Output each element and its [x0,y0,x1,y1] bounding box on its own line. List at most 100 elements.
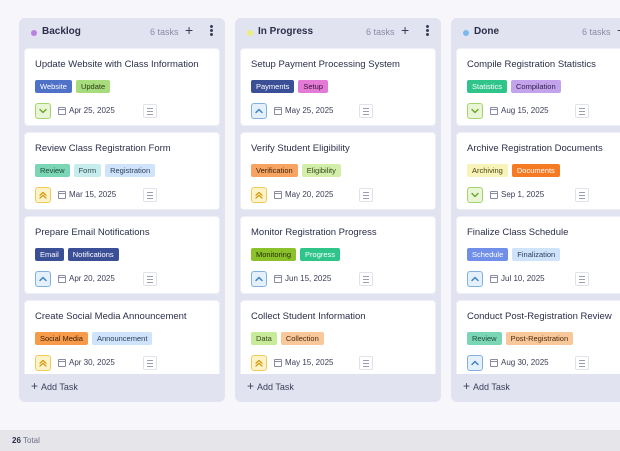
tag-list: Payments Setup [251,80,328,93]
add-icon[interactable]: + [185,22,194,38]
calendar-icon [490,191,498,199]
priority-button[interactable] [35,355,51,371]
priority-button[interactable] [467,103,483,119]
tag-list: Archiving Documents [467,164,560,177]
column-task-count: 6 tasks [150,27,179,37]
priority-button[interactable] [35,187,51,203]
task-card[interactable]: Update Website with Class Information Web… [24,48,220,126]
card-footer: May 20, 2025 [251,187,431,203]
add-task-button[interactable]: + Add Task [451,374,620,402]
add-icon[interactable]: + [617,23,620,37]
tag-label: Website [35,80,72,93]
card-footer: Sep 1, 2025 [467,187,620,203]
priority-button[interactable] [467,355,483,371]
tag-label: Finalization [512,248,561,261]
task-card[interactable]: Review Class Registration Form Review Form… [24,132,220,210]
tag-label: Review [35,164,70,177]
task-title: Create Social Media Announcement [35,311,187,322]
tag-label: Schedule [467,248,509,261]
double-chevron-up-icon [255,359,263,367]
tag-list: Social Media Announcement [35,332,153,345]
task-card[interactable]: Collect Student Information Data Collectio… [240,300,436,374]
description-icon[interactable] [575,356,589,370]
task-card[interactable]: Create Social Media Announcement Social M… [24,300,220,374]
add-icon[interactable]: + [401,22,410,38]
description-icon[interactable] [575,272,589,286]
task-card[interactable]: Prepare Email Notifications Email Notifica… [24,216,220,294]
card-list: Compile Registration Statistics Statistic… [451,48,620,374]
card-footer: Apr 20, 2025 [35,271,215,287]
task-title: Setup Payment Processing System [251,59,400,70]
priority-button[interactable] [35,103,51,119]
due-date: Sep 1, 2025 [501,190,545,199]
description-icon[interactable] [143,188,157,202]
more-vertical-icon[interactable] [207,24,215,38]
add-task-label: Add Task [473,382,510,392]
card-footer: Mar 15, 2025 [35,187,215,203]
column-header: Done 6 tasks + [451,18,620,48]
priority-button[interactable] [467,187,483,203]
plus-icon: + [247,379,255,393]
priority-button[interactable] [467,271,483,287]
due-date: May 25, 2025 [285,106,334,115]
card-footer: Apr 25, 2025 [35,103,215,119]
more-vertical-icon[interactable] [423,24,431,38]
priority-button[interactable] [251,355,267,371]
due-date: Jul 10, 2025 [501,274,545,283]
priority-button[interactable] [251,187,267,203]
calendar-icon [274,191,282,199]
task-card[interactable]: Monitor Registration Progress Monitoring P… [240,216,436,294]
task-title: Update Website with Class Information [35,59,199,70]
task-card[interactable]: Setup Payment Processing System Payments S… [240,48,436,126]
priority-button[interactable] [251,103,267,119]
description-icon[interactable] [359,272,373,286]
tag-label: Documents [511,164,560,177]
tag-label: Form [73,164,102,177]
description-icon[interactable] [359,356,373,370]
description-icon[interactable] [143,272,157,286]
tag-list: Statistics Compilation [467,80,561,93]
add-task-button[interactable]: + Add Task [235,374,441,402]
due-date: May 15, 2025 [285,358,334,367]
description-icon[interactable] [143,104,157,118]
task-title: Prepare Email Notifications [35,227,150,238]
chevron-up-icon [255,276,263,282]
tag-label: Notifications [67,248,119,261]
description-icon[interactable] [575,104,589,118]
tag-label: Setup [298,80,328,93]
priority-button[interactable] [251,271,267,287]
task-card[interactable]: Compile Registration Statistics Statistic… [456,48,620,126]
kanban-board: Backlog 6 tasks + Update Website with Cl… [19,18,620,402]
tag-list: Email Notifications [35,248,119,261]
due-date: Apr 20, 2025 [69,274,115,283]
calendar-icon [58,191,66,199]
double-chevron-up-icon [39,191,47,199]
tag-label: Archiving [467,164,508,177]
tag-label: Post-Registration [505,332,574,345]
task-card[interactable]: Finalize Class Schedule Schedule Finalizat… [456,216,620,294]
due-date: Apr 30, 2025 [69,358,115,367]
column-task-count: 6 tasks [366,27,395,37]
due-date: Aug 15, 2025 [501,106,549,115]
chevron-up-icon [471,360,479,366]
tag-label: Collection [280,332,324,345]
description-icon[interactable] [575,188,589,202]
double-chevron-up-icon [39,359,47,367]
card-list: Update Website with Class Information Web… [19,48,225,374]
card-footer: Aug 15, 2025 [467,103,620,119]
calendar-icon [490,359,498,367]
tag-label: Registration [105,164,156,177]
description-icon[interactable] [143,356,157,370]
description-icon[interactable] [359,188,373,202]
task-title: Review Class Registration Form [35,143,171,154]
add-task-button[interactable]: + Add Task [19,374,225,402]
task-card[interactable]: Conduct Post-Registration Review Review Po… [456,300,620,374]
priority-button[interactable] [35,271,51,287]
description-icon[interactable] [359,104,373,118]
column-status-dot [247,30,253,36]
due-date: Apr 25, 2025 [69,106,115,115]
card-footer: Jun 15, 2025 [251,271,431,287]
task-card[interactable]: Verify Student Eligibility Verification El… [240,132,436,210]
task-card[interactable]: Archive Registration Documents Archiving D… [456,132,620,210]
task-title: Monitor Registration Progress [251,227,377,238]
